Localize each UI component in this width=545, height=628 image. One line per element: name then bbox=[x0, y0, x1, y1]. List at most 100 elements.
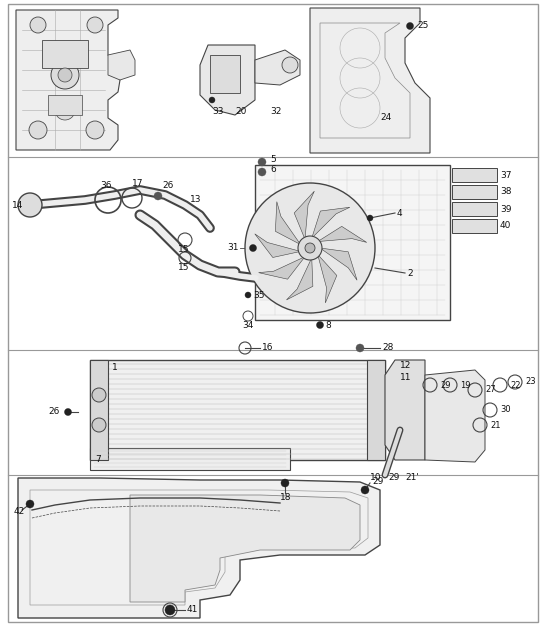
Circle shape bbox=[258, 168, 266, 176]
Circle shape bbox=[407, 23, 414, 30]
Text: 7: 7 bbox=[95, 455, 101, 463]
Circle shape bbox=[55, 100, 75, 120]
Bar bbox=[42, 40, 88, 68]
Text: 16: 16 bbox=[262, 344, 274, 352]
Text: 26: 26 bbox=[162, 181, 173, 190]
Text: 15: 15 bbox=[178, 264, 190, 273]
Text: 2: 2 bbox=[407, 269, 413, 278]
Text: 13: 13 bbox=[190, 195, 202, 205]
Text: 28: 28 bbox=[382, 344, 393, 352]
Circle shape bbox=[165, 605, 175, 615]
Text: 35: 35 bbox=[253, 291, 264, 300]
Text: 18: 18 bbox=[280, 492, 292, 502]
Text: 17: 17 bbox=[132, 180, 143, 188]
Polygon shape bbox=[255, 234, 301, 257]
Bar bbox=[48, 95, 82, 115]
Text: 8: 8 bbox=[325, 320, 331, 330]
Circle shape bbox=[356, 344, 364, 352]
Text: 29: 29 bbox=[388, 474, 399, 482]
Text: 15: 15 bbox=[178, 246, 190, 254]
Polygon shape bbox=[310, 8, 430, 153]
Text: 36: 36 bbox=[100, 181, 112, 190]
Bar bbox=[210, 55, 240, 93]
Polygon shape bbox=[320, 248, 357, 280]
Circle shape bbox=[64, 408, 71, 416]
Text: 21: 21 bbox=[490, 421, 500, 430]
Circle shape bbox=[30, 17, 46, 33]
Text: 42: 42 bbox=[14, 507, 25, 516]
Polygon shape bbox=[452, 185, 497, 199]
Circle shape bbox=[305, 243, 315, 253]
Circle shape bbox=[245, 183, 375, 313]
Bar bbox=[90, 360, 385, 460]
Text: 30: 30 bbox=[500, 406, 511, 414]
Circle shape bbox=[317, 322, 324, 328]
Polygon shape bbox=[452, 168, 497, 182]
Text: 31: 31 bbox=[227, 244, 239, 252]
Circle shape bbox=[51, 61, 79, 89]
Circle shape bbox=[258, 158, 266, 166]
Polygon shape bbox=[318, 254, 337, 303]
Circle shape bbox=[298, 236, 322, 260]
Bar bbox=[90, 448, 290, 470]
Circle shape bbox=[86, 121, 104, 139]
Polygon shape bbox=[287, 258, 313, 300]
Text: 27: 27 bbox=[485, 386, 495, 394]
Circle shape bbox=[367, 215, 373, 221]
Text: 14: 14 bbox=[12, 200, 23, 210]
Polygon shape bbox=[385, 360, 425, 460]
Text: 11: 11 bbox=[400, 374, 411, 382]
Text: 33: 33 bbox=[212, 107, 223, 117]
Text: 6: 6 bbox=[270, 166, 276, 175]
Bar bbox=[255, 165, 450, 320]
Text: 10: 10 bbox=[370, 474, 381, 482]
Text: 24: 24 bbox=[380, 114, 391, 122]
Text: 38: 38 bbox=[500, 188, 512, 197]
Text: 19: 19 bbox=[460, 381, 470, 389]
Circle shape bbox=[245, 292, 251, 298]
Polygon shape bbox=[130, 495, 360, 602]
Text: 29: 29 bbox=[440, 381, 451, 389]
Polygon shape bbox=[16, 10, 120, 150]
Text: 39: 39 bbox=[500, 205, 512, 214]
Polygon shape bbox=[275, 202, 301, 244]
Polygon shape bbox=[259, 257, 305, 279]
Circle shape bbox=[18, 193, 42, 217]
Polygon shape bbox=[108, 50, 135, 80]
Circle shape bbox=[209, 97, 215, 103]
Circle shape bbox=[282, 57, 298, 73]
Text: 20: 20 bbox=[235, 107, 246, 117]
Polygon shape bbox=[18, 478, 380, 618]
Text: 4: 4 bbox=[397, 208, 403, 217]
Polygon shape bbox=[255, 50, 300, 85]
Bar bbox=[367, 360, 385, 460]
Circle shape bbox=[361, 486, 369, 494]
Text: 40: 40 bbox=[500, 222, 511, 230]
Circle shape bbox=[154, 192, 162, 200]
Polygon shape bbox=[318, 226, 367, 242]
Bar bbox=[90, 360, 108, 460]
Circle shape bbox=[87, 17, 103, 33]
Circle shape bbox=[92, 388, 106, 402]
Circle shape bbox=[281, 479, 289, 487]
Text: 26: 26 bbox=[48, 408, 59, 416]
Text: 29: 29 bbox=[372, 477, 383, 485]
Text: 23: 23 bbox=[525, 377, 536, 386]
Circle shape bbox=[92, 418, 106, 432]
Circle shape bbox=[58, 68, 72, 82]
Polygon shape bbox=[425, 370, 485, 462]
Polygon shape bbox=[312, 207, 350, 238]
Text: 41: 41 bbox=[187, 605, 198, 615]
Text: 25: 25 bbox=[417, 21, 428, 31]
Polygon shape bbox=[294, 191, 314, 239]
Text: 37: 37 bbox=[500, 170, 512, 180]
Polygon shape bbox=[200, 45, 255, 115]
Text: 34: 34 bbox=[242, 322, 253, 330]
Circle shape bbox=[26, 500, 34, 508]
Circle shape bbox=[29, 121, 47, 139]
Polygon shape bbox=[452, 202, 497, 216]
Text: 32: 32 bbox=[270, 107, 281, 117]
Text: 1: 1 bbox=[112, 364, 118, 372]
Text: 5: 5 bbox=[270, 156, 276, 165]
Text: 22: 22 bbox=[510, 381, 520, 389]
